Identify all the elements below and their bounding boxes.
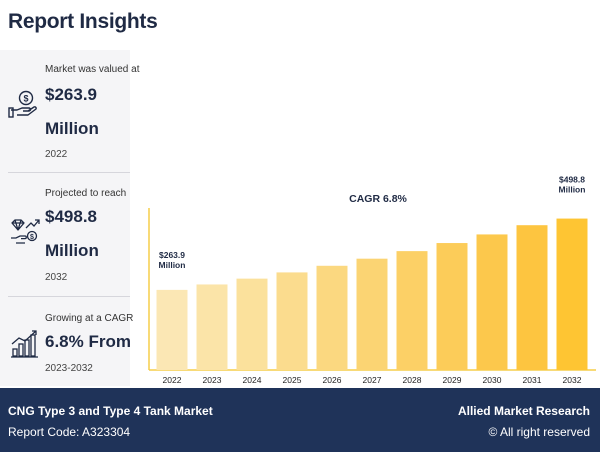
page-title: Report Insights — [8, 10, 158, 33]
stat-value-unit: Million — [45, 119, 99, 138]
market-bar-chart: 2022 2023 2024 2025 2026 2027 2028 2029 2030 2031… — [148, 175, 596, 385]
bar-2022 — [156, 289, 188, 370]
x-tick-label: 2025 — [283, 375, 302, 385]
stat-label: Projected to reach — [45, 188, 127, 199]
x-tick-label: 2031 — [523, 375, 542, 385]
copyright: © All right reserved — [488, 425, 590, 439]
bar-growth-icon — [11, 330, 38, 358]
market-title: CNG Type 3 and Type 4 Tank Market — [8, 404, 213, 418]
bar-2032 — [556, 218, 588, 370]
x-tick-label: 2022 — [163, 375, 182, 385]
stat-value: $498.8 — [45, 207, 97, 226]
bar-2024 — [236, 278, 268, 370]
bar-2026 — [316, 265, 348, 370]
bar-2031 — [516, 225, 548, 370]
x-tick-label: 2024 — [243, 375, 262, 385]
svg-text:$: $ — [30, 234, 34, 241]
brand-name: Allied Market Research — [457, 404, 590, 418]
stat-value-unit: Million — [45, 241, 99, 260]
value-annotation-unit: Million — [159, 260, 186, 270]
stat-label: Growing at a CAGR — [45, 313, 134, 324]
stat-period: 2023-2032 — [45, 363, 93, 374]
cagr-label: CAGR 6.8% — [349, 193, 407, 205]
x-tick-label: 2032 — [563, 375, 582, 385]
x-tick-label: 2026 — [323, 375, 342, 385]
x-tick-label: 2029 — [443, 375, 462, 385]
divider — [8, 296, 130, 297]
stat-value: $263.9 — [45, 85, 97, 104]
stat-year: 2032 — [45, 272, 68, 283]
value-annotation-unit: Million — [559, 185, 586, 195]
stat-value: 6.8% From — [45, 332, 131, 351]
x-tick-label: 2027 — [363, 375, 382, 385]
stat-label: Market was valued at — [45, 64, 140, 75]
bar-2027 — [356, 258, 388, 370]
x-tick-label: 2023 — [203, 375, 222, 385]
x-tick-label: 2030 — [483, 375, 502, 385]
growth-diamond-icon: $ — [11, 219, 40, 244]
report-code: Report Code: A323304 — [8, 425, 131, 439]
svg-text:$: $ — [23, 94, 28, 104]
value-annotation: $498.8 — [559, 175, 585, 185]
bar-2030 — [476, 234, 508, 370]
bar-2029 — [436, 243, 468, 370]
bar-2023 — [196, 284, 228, 370]
footer-bar: CNG Type 3 and Type 4 Tank Market Report… — [0, 388, 600, 452]
insights-panel — [0, 50, 130, 386]
value-annotation: $263.9 — [159, 250, 185, 260]
x-tick-label: 2028 — [403, 375, 422, 385]
bar-2025 — [276, 272, 308, 370]
divider — [8, 172, 130, 173]
stat-year: 2022 — [45, 149, 68, 160]
money-hand-icon: $ — [8, 90, 37, 118]
bar-2028 — [396, 251, 428, 370]
